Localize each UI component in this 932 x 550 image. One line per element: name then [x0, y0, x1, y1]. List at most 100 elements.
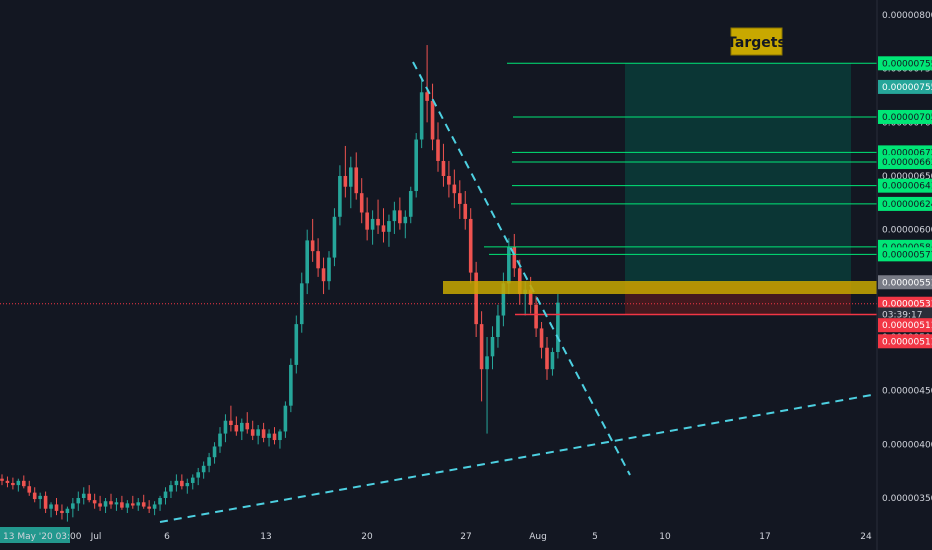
candle: [22, 475, 26, 489]
candle-body: [60, 510, 64, 514]
candle-body: [5, 480, 10, 483]
target-price-tag: 0.00000577: [878, 247, 932, 262]
candle: [163, 487, 168, 505]
candle: [332, 208, 337, 267]
candle: [387, 214, 391, 247]
candle-body: [71, 503, 75, 509]
candle-body: [185, 482, 190, 487]
candle: [174, 474, 179, 492]
price-tick-label: 0.00000350: [882, 494, 932, 504]
candle-body: [120, 502, 124, 508]
target-price-tag-label: 0.00000641: [882, 182, 932, 192]
candle-body: [190, 477, 195, 483]
candle-body: [38, 495, 42, 500]
time-tick-label: 20: [361, 532, 373, 542]
stop-price-tag-label: 0.00000531: [882, 300, 932, 310]
candle: [474, 261, 478, 337]
target-price-tag-bg: [878, 155, 932, 170]
price-tick-label: 0.00000400: [882, 440, 932, 450]
last-price-tag-bg: [878, 318, 932, 333]
candle-body: [294, 324, 299, 365]
candle: [310, 218, 315, 262]
candle: [430, 83, 435, 151]
candle-body: [496, 315, 500, 337]
candle-body: [458, 193, 462, 204]
candle-body: [76, 498, 81, 504]
candle-body: [136, 502, 141, 506]
candle: [512, 233, 517, 277]
candle-body: [92, 500, 97, 504]
last-price-tag: 0.00000511: [878, 334, 932, 349]
candle: [398, 197, 402, 230]
target-price-tag-bg: [878, 178, 932, 193]
candle: [87, 485, 91, 503]
candle-body: [22, 480, 26, 487]
candle-body: [207, 457, 211, 466]
candle: [283, 401, 288, 438]
candle: [5, 476, 10, 488]
crosshair-date-tag: 13 May '20 03:00: [0, 527, 82, 543]
candle-body: [501, 283, 506, 316]
candle-body: [441, 160, 446, 176]
candle-body: [349, 167, 353, 187]
candle: [212, 442, 217, 464]
candle: [201, 461, 206, 479]
candle: [294, 315, 299, 374]
candle-body: [0, 478, 4, 481]
candle-body: [338, 176, 342, 217]
target-price-tag: 0.00000624: [878, 196, 932, 211]
zone-price-tag: 0.00000551: [878, 275, 932, 290]
candle-body: [272, 433, 277, 441]
candle-body: [141, 502, 146, 507]
candle: [120, 495, 124, 510]
candle: [316, 238, 320, 277]
candle: [419, 79, 424, 149]
candle-body: [550, 352, 555, 370]
candle-body: [305, 240, 309, 284]
candle-body: [381, 225, 386, 232]
candle-body: [528, 289, 533, 305]
candle-body: [452, 184, 457, 194]
zone-price-tag-bg: [878, 275, 932, 290]
candle: [365, 197, 369, 241]
candle-body: [447, 176, 451, 185]
candle: [289, 358, 293, 413]
candle-body: [474, 272, 478, 325]
candle-body: [289, 364, 293, 406]
candle-body: [163, 491, 168, 498]
candle-body: [507, 246, 511, 284]
candle: [272, 427, 277, 445]
time-axis[interactable]: 13 May '20 03:00 Jul 6 13 20 27 Aug 5 10 17 24: [0, 527, 872, 543]
candle-body: [11, 482, 15, 486]
candle-body: [359, 193, 364, 213]
target-price-tag-label: 0.00000663: [882, 158, 932, 168]
candle-body: [201, 465, 206, 473]
last-price-tag-label: 0.00000511: [882, 337, 932, 347]
candle: [321, 257, 326, 295]
candle: [180, 474, 184, 490]
candle-body: [403, 216, 408, 224]
candle-body: [223, 420, 228, 434]
candle: [343, 145, 348, 198]
candle: [38, 492, 42, 509]
candle-body: [152, 504, 157, 509]
candle: [436, 122, 440, 172]
candle-body: [310, 240, 315, 252]
stop-price-tag-bg: [878, 296, 932, 311]
stop-price-tag: 0.00000531: [878, 296, 932, 311]
candle-body: [365, 212, 369, 230]
target-price-tag-label: 0.00000705: [882, 113, 932, 123]
candle: [338, 165, 342, 226]
candle: [71, 498, 75, 518]
candle-body: [212, 446, 217, 458]
candle: [147, 500, 151, 514]
candle: [229, 405, 233, 432]
target-price-tag: 0.00000663: [878, 155, 932, 170]
candle-body: [316, 251, 320, 269]
candle-body: [556, 302, 560, 353]
candle: [60, 504, 64, 520]
last-price-tag-bg: [878, 334, 932, 349]
candle: [550, 347, 555, 376]
candle-body: [392, 210, 397, 222]
